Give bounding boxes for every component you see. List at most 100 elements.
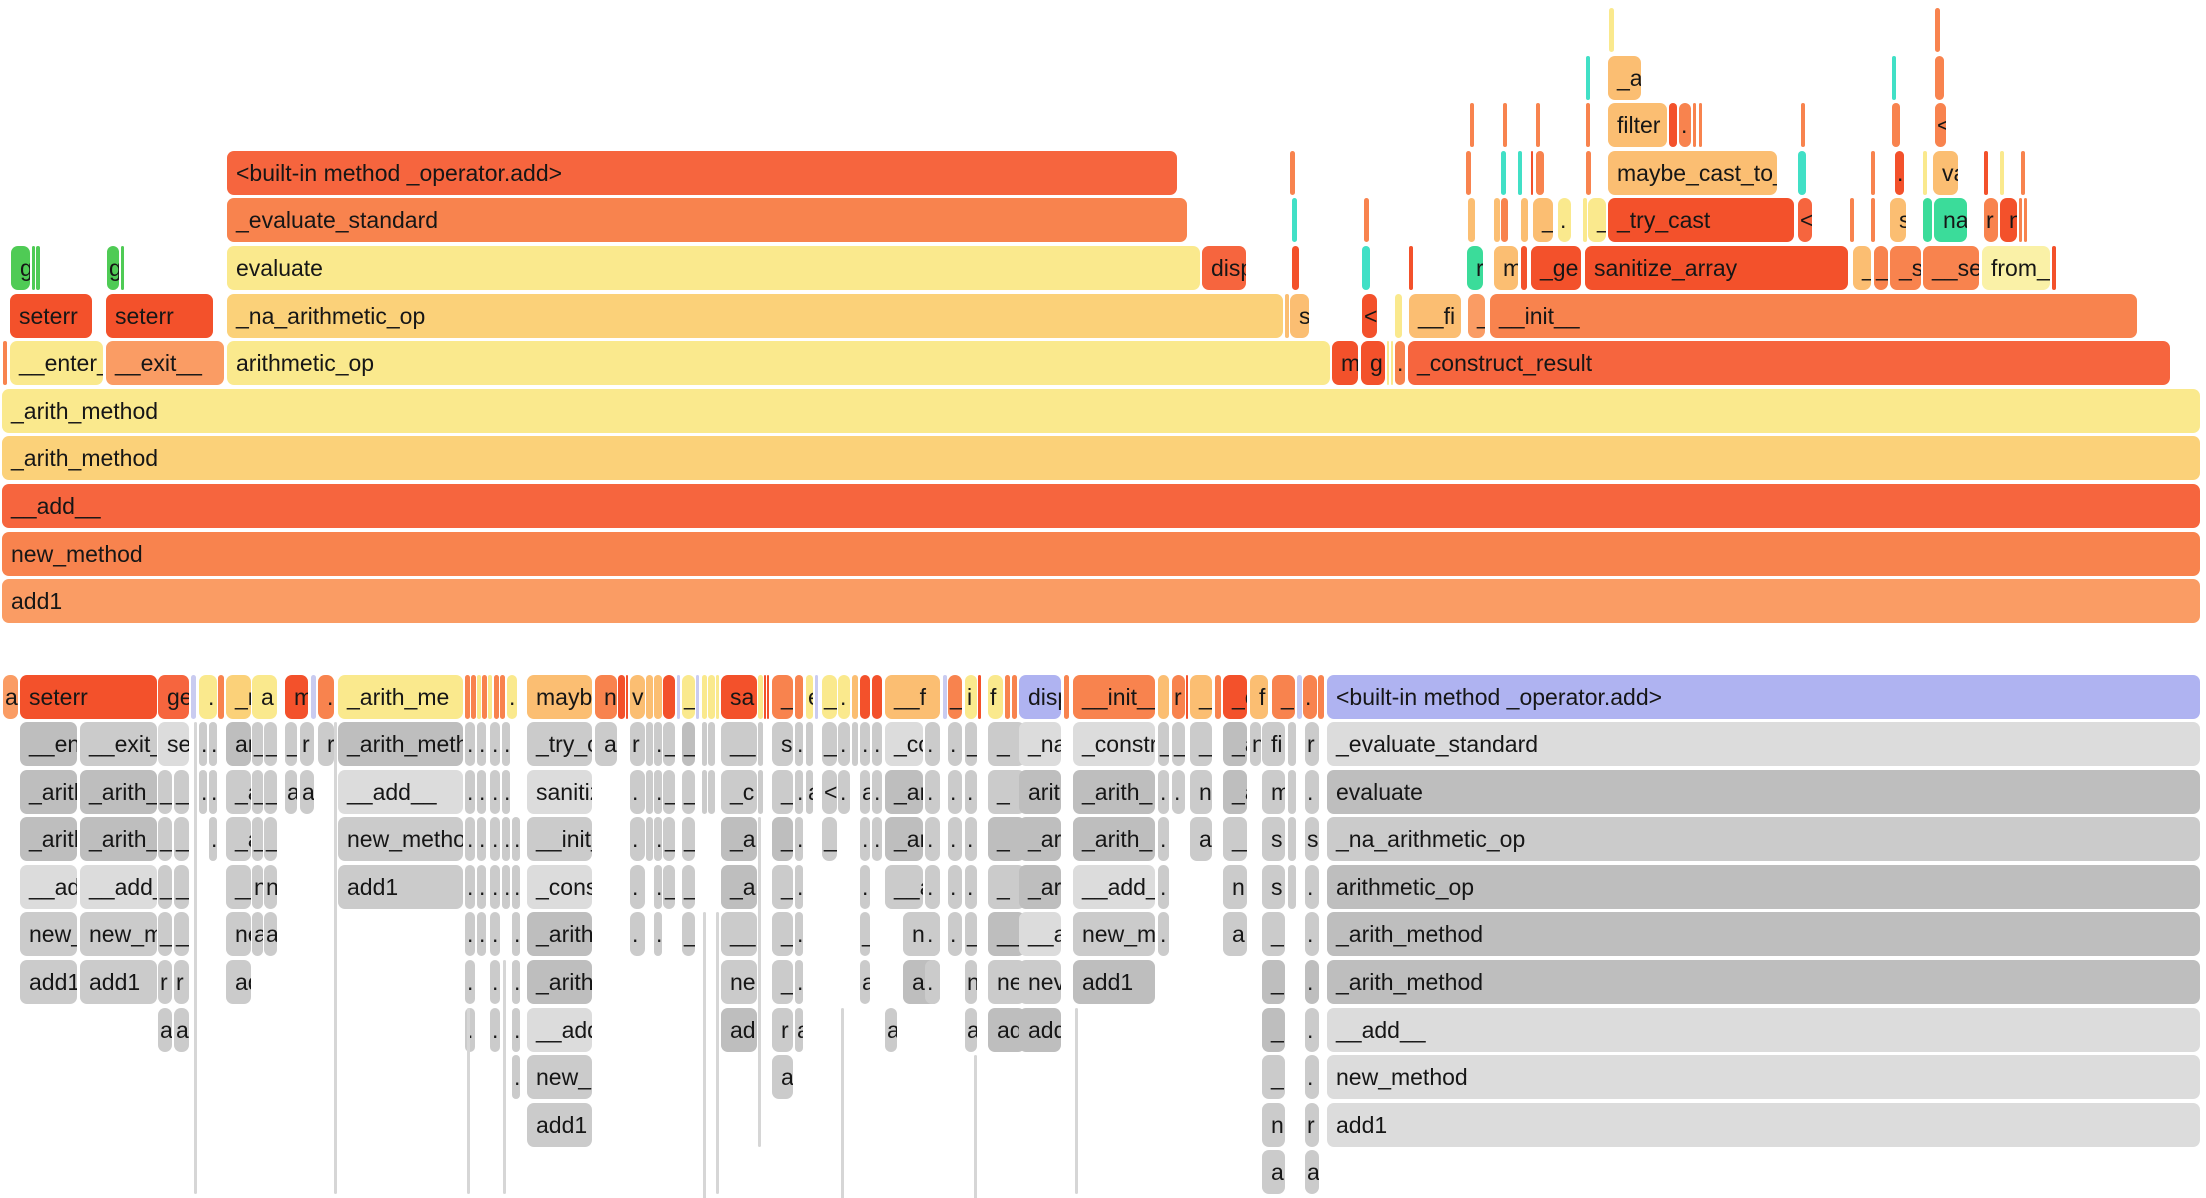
frame-bar[interactable]: add1 <box>2 579 2200 624</box>
sandwich-caller-cell[interactable] <box>852 722 858 766</box>
sandwich-caller-cell[interactable]: . <box>502 769 510 814</box>
frame-bar[interactable]: _construct_result <box>1408 341 2170 386</box>
frame-bar[interactable] <box>1892 103 1900 148</box>
sandwich-caller-cell[interactable]: add1 <box>1327 1102 2200 1147</box>
sandwich-caller-cell[interactable]: _ <box>158 864 172 909</box>
frame-bar[interactable] <box>36 246 40 290</box>
sandwich-caller-cell[interactable]: __a <box>1019 912 1061 957</box>
sandwich-caller-cell[interactable]: r <box>158 960 172 1004</box>
frame-bar[interactable] <box>1501 150 1506 195</box>
frame-bar[interactable]: < <box>1798 198 1812 243</box>
sandwich-header-bar[interactable] <box>626 674 628 719</box>
frame-bar[interactable] <box>1536 150 1544 195</box>
frame-bar[interactable] <box>1466 150 1471 195</box>
sandwich-caller-cell[interactable]: . <box>1305 1007 1319 1052</box>
frame-bar[interactable] <box>1984 150 1988 195</box>
sandwich-caller-cell[interactable]: a <box>1305 1150 1319 1195</box>
frame-bar[interactable] <box>1521 246 1527 290</box>
sandwich-caller-cell[interactable]: . <box>838 769 850 814</box>
frame-bar[interactable] <box>121 246 124 290</box>
sandwich-caller-cell[interactable]: . <box>465 817 475 862</box>
frame-bar[interactable]: __enter__ <box>10 341 103 386</box>
frame-bar[interactable] <box>1586 55 1590 100</box>
frame-bar[interactable]: <built-in method _operator.add> <box>227 150 1177 195</box>
frame-bar[interactable]: r <box>1984 198 1998 243</box>
frame-bar[interactable] <box>1518 150 1522 195</box>
sandwich-header-bar[interactable] <box>764 674 766 719</box>
sandwich-caller-cell[interactable]: _a <box>721 817 757 862</box>
frame-bar[interactable]: __init__ <box>1490 293 2137 338</box>
sandwich-caller-cell[interactable]: __exit__ <box>80 722 157 766</box>
sandwich-caller-cell[interactable]: ne <box>721 960 757 1004</box>
frame-bar[interactable]: dispatch <box>1202 246 1246 290</box>
sandwich-caller-cell[interactable] <box>758 722 763 766</box>
sandwich-caller-cell[interactable]: . <box>199 769 207 814</box>
sandwich-caller-cell[interactable]: . <box>490 769 500 814</box>
sandwich-header-bar[interactable]: _ <box>1272 674 1295 719</box>
sandwich-caller-cell[interactable]: _na <box>1019 722 1061 766</box>
frame-bar[interactable]: _ <box>1588 198 1606 243</box>
sandwich-caller-cell[interactable]: . <box>512 1007 520 1052</box>
sandwich-caller-cell[interactable] <box>1288 769 1296 814</box>
frame-bar[interactable] <box>1850 198 1854 243</box>
sandwich-caller-cell[interactable]: . <box>1305 769 1319 814</box>
sandwich-caller-cell[interactable]: . <box>860 864 870 909</box>
sandwich-caller-cell[interactable]: _ <box>682 769 695 814</box>
sandwich-caller-cell[interactable]: new_method <box>527 1055 592 1100</box>
frame-bar[interactable]: _arith_method <box>2 436 2200 481</box>
sandwich-caller-cell[interactable]: . <box>209 722 217 766</box>
sandwich-caller-cell[interactable]: . <box>512 817 520 862</box>
sandwich-caller-cell[interactable]: _ <box>682 864 695 909</box>
sandwich-caller-cell[interactable]: _ <box>252 722 263 766</box>
sandwich-caller-cell[interactable]: . <box>630 912 645 957</box>
sandwich-caller-cell[interactable]: _ <box>1262 1007 1285 1052</box>
frame-bar[interactable] <box>1935 55 1944 100</box>
sandwich-caller-cell[interactable]: . <box>477 912 486 957</box>
sandwich-caller-cell[interactable]: a <box>300 769 314 814</box>
sandwich-caller-cell[interactable]: __add__ <box>338 769 463 814</box>
frame-bar[interactable]: s <box>1290 293 1309 338</box>
sandwich-caller-cell[interactable]: _a <box>721 864 757 909</box>
frame-bar[interactable] <box>1798 150 1806 195</box>
sandwich-header-bar[interactable] <box>663 674 675 719</box>
sandwich-header-bar[interactable] <box>654 674 662 719</box>
sandwich-caller-cell[interactable]: add1 <box>527 1102 592 1147</box>
frame-bar[interactable] <box>1409 246 1413 290</box>
sandwich-header-bar[interactable]: . . <box>199 674 217 719</box>
sandwich-header-bar[interactable] <box>465 674 470 719</box>
frame-bar[interactable]: _ <box>1853 246 1871 290</box>
frame-bar[interactable] <box>3 341 7 386</box>
sandwich-caller-cell[interactable]: . <box>925 912 940 957</box>
sandwich-caller-cell[interactable]: r <box>318 722 334 766</box>
sandwich-header-bar[interactable] <box>852 674 858 719</box>
sandwich-caller-cell[interactable]: . <box>477 864 486 909</box>
sandwich-caller-cell[interactable]: arithmetic_op <box>1327 864 2200 909</box>
frame-bar[interactable] <box>1364 198 1369 243</box>
frame-bar[interactable]: m <box>1494 246 1518 290</box>
sandwich-caller-cell[interactable]: a <box>860 960 870 1004</box>
sandwich-caller-cell[interactable]: ari <box>226 722 251 766</box>
sandwich-caller-cell[interactable]: . <box>465 1007 475 1052</box>
frame-bar[interactable]: . <box>1679 103 1691 148</box>
sandwich-caller-cell[interactable]: _arith_ <box>1073 817 1155 862</box>
sandwich-caller-cell[interactable]: _ <box>1172 722 1185 766</box>
sandwich-caller-cell[interactable]: _ <box>965 912 977 957</box>
sandwich-caller-cell[interactable]: . <box>654 769 662 814</box>
sandwich-header-bar[interactable]: __f <box>885 674 940 719</box>
sandwich-caller-cell[interactable]: _ar <box>885 817 923 862</box>
sandwich-caller-cell[interactable]: _ <box>772 817 793 862</box>
sandwich-caller-cell[interactable]: . <box>512 864 520 909</box>
sandwich-caller-cell[interactable]: . <box>838 722 850 766</box>
sandwich-caller-cell[interactable]: r <box>174 960 189 1004</box>
sandwich-caller-cell[interactable]: _ <box>988 722 1025 766</box>
sandwich-caller-cell[interactable]: ne <box>226 912 251 957</box>
sandwich-caller-cell[interactable]: . <box>1305 864 1319 909</box>
sandwich-caller-cell[interactable]: . <box>654 722 662 766</box>
sandwich-caller-cell[interactable]: _ar <box>1019 864 1061 909</box>
sandwich-header-bar[interactable] <box>1215 674 1221 719</box>
sandwich-caller-cell[interactable]: . <box>925 960 940 1004</box>
sandwich-header-bar[interactable] <box>943 674 947 719</box>
sandwich-caller-cell[interactable]: . <box>630 817 645 862</box>
sandwich-caller-cell[interactable]: r <box>1305 1102 1319 1147</box>
sandwich-caller-cell[interactable]: . <box>860 817 870 862</box>
